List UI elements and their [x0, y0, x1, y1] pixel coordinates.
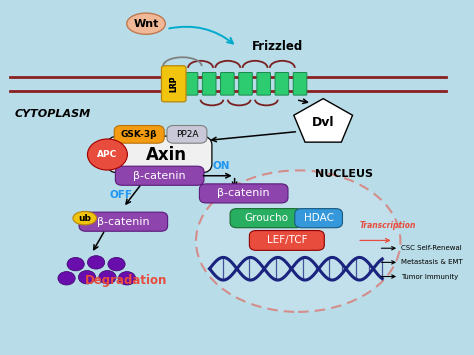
Text: LRP: LRP: [170, 76, 179, 92]
Text: CSC Self-Renewal: CSC Self-Renewal: [401, 245, 462, 251]
FancyBboxPatch shape: [275, 72, 289, 95]
FancyBboxPatch shape: [108, 136, 212, 173]
FancyBboxPatch shape: [230, 209, 303, 228]
Circle shape: [67, 257, 84, 271]
FancyBboxPatch shape: [295, 209, 343, 228]
FancyBboxPatch shape: [162, 66, 186, 102]
FancyBboxPatch shape: [202, 72, 216, 95]
FancyBboxPatch shape: [249, 230, 324, 250]
FancyBboxPatch shape: [239, 72, 252, 95]
Text: β-catenin: β-catenin: [218, 189, 270, 198]
Text: Wnt: Wnt: [133, 19, 159, 29]
Text: Dvl: Dvl: [312, 116, 335, 129]
Circle shape: [87, 139, 128, 170]
Text: NUCLEUS: NUCLEUS: [315, 169, 373, 179]
Ellipse shape: [196, 170, 401, 312]
Text: CYTOPLASM: CYTOPLASM: [14, 109, 91, 119]
Text: Degradation: Degradation: [84, 274, 167, 286]
Circle shape: [58, 272, 75, 285]
FancyBboxPatch shape: [220, 72, 234, 95]
FancyBboxPatch shape: [167, 126, 207, 143]
Text: HDAC: HDAC: [304, 213, 334, 223]
Ellipse shape: [73, 212, 97, 225]
FancyBboxPatch shape: [114, 126, 164, 143]
Text: APC: APC: [97, 150, 118, 159]
Text: LRP: LRP: [170, 76, 179, 92]
Text: β-catenin: β-catenin: [97, 217, 150, 227]
Text: ON: ON: [212, 161, 230, 171]
Text: LEF/TCF: LEF/TCF: [266, 235, 307, 245]
FancyBboxPatch shape: [200, 184, 288, 203]
Circle shape: [108, 257, 125, 271]
Text: Transcription: Transcription: [359, 221, 416, 230]
FancyBboxPatch shape: [293, 72, 307, 95]
Circle shape: [78, 271, 96, 284]
Text: OFF: OFF: [109, 190, 133, 200]
Text: Metastasis & EMT: Metastasis & EMT: [401, 260, 463, 266]
Text: Frizzled: Frizzled: [252, 40, 303, 53]
FancyBboxPatch shape: [115, 166, 204, 185]
Text: Tumor Immunity: Tumor Immunity: [401, 273, 458, 279]
FancyBboxPatch shape: [79, 212, 168, 231]
Text: β-catenin: β-catenin: [133, 171, 186, 181]
Circle shape: [99, 271, 116, 284]
FancyBboxPatch shape: [184, 72, 198, 95]
Text: PP2A: PP2A: [176, 130, 198, 139]
Circle shape: [87, 256, 105, 269]
Circle shape: [118, 272, 136, 285]
Text: Groucho: Groucho: [245, 213, 288, 223]
Text: GSK-3β: GSK-3β: [121, 130, 157, 139]
Text: Axin: Axin: [146, 146, 187, 164]
Ellipse shape: [127, 13, 165, 34]
Text: ub: ub: [78, 214, 91, 223]
FancyBboxPatch shape: [257, 72, 271, 95]
